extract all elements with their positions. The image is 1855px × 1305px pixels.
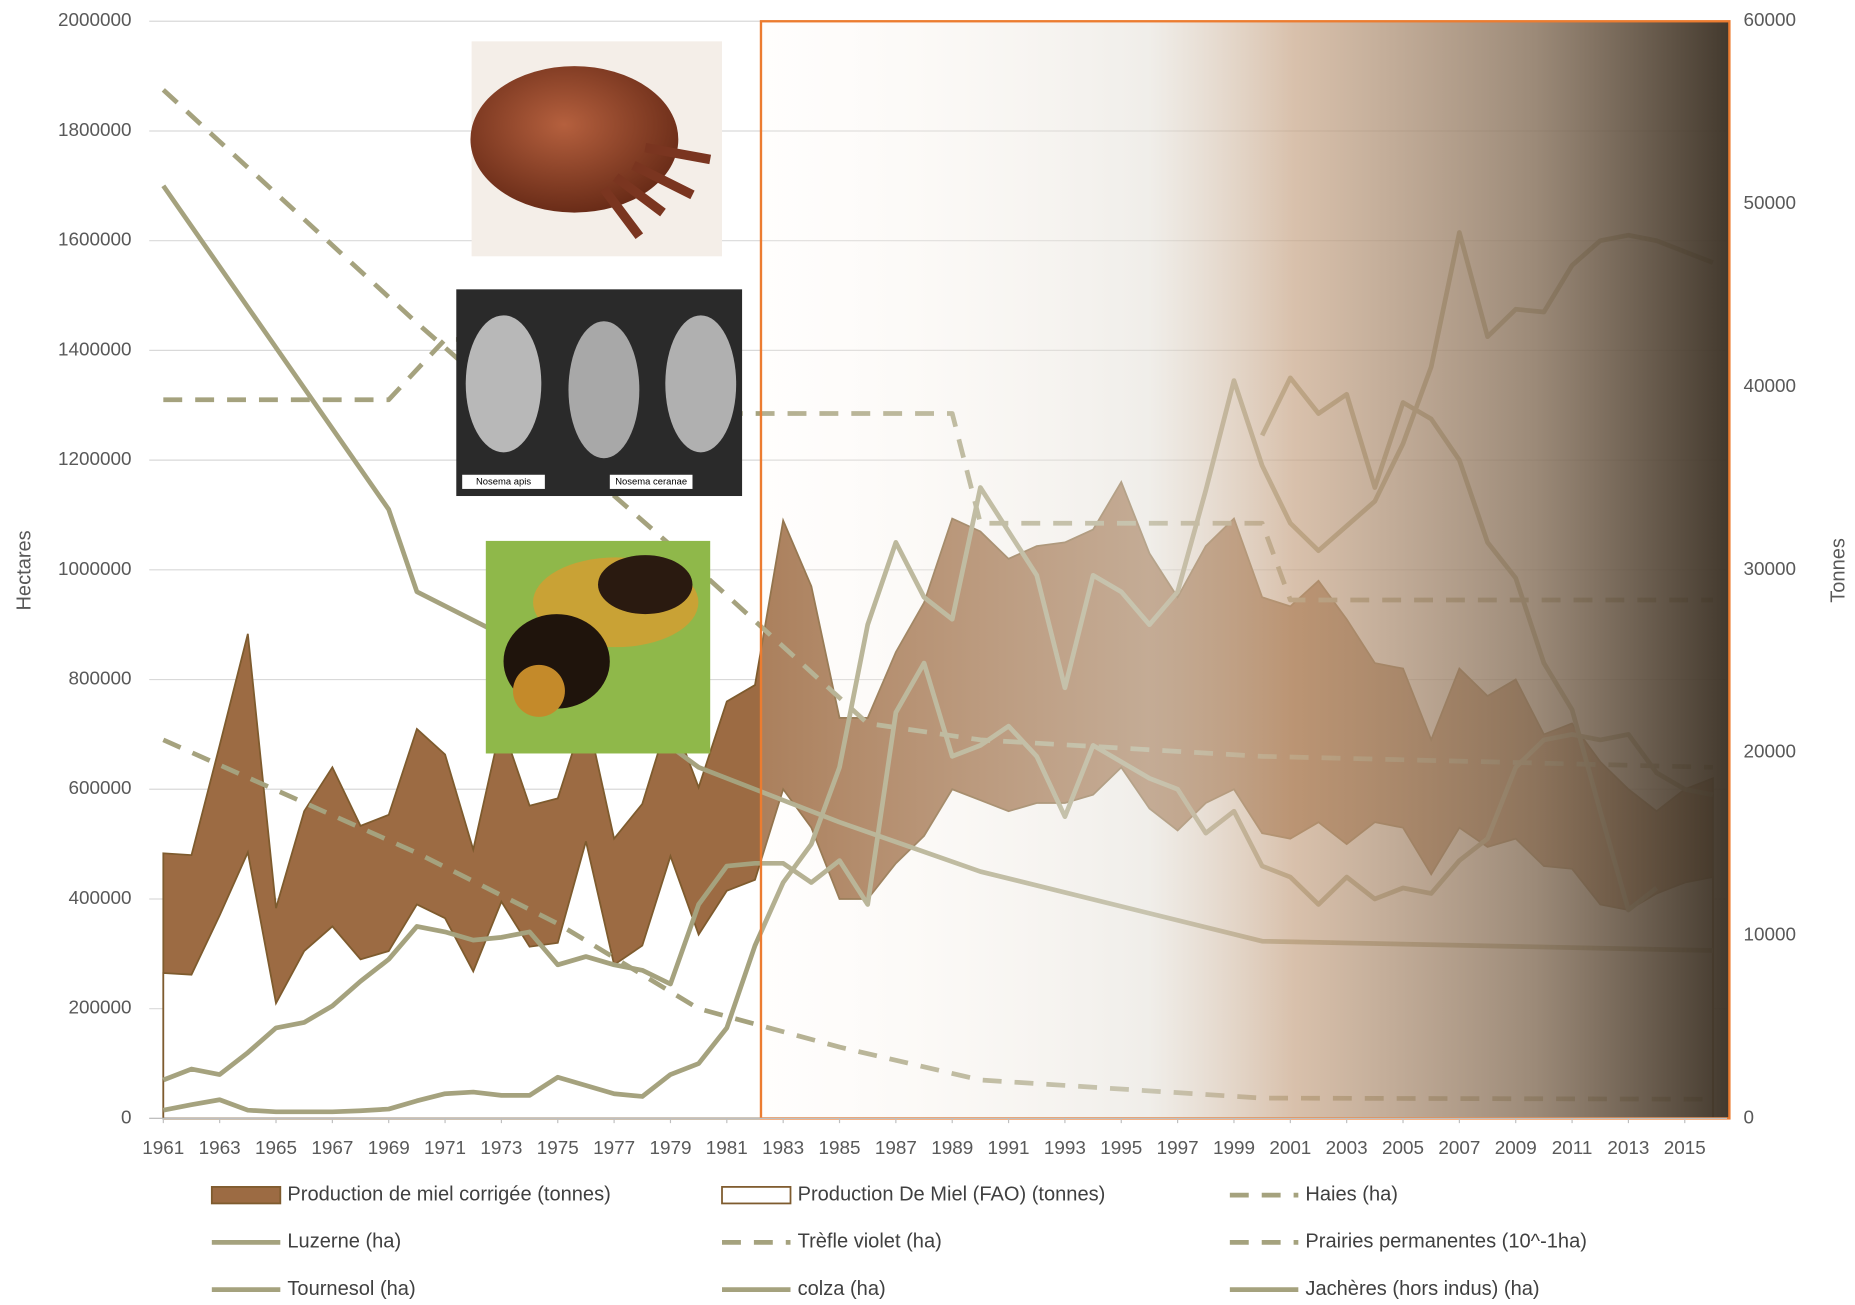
- x-tick-label: 1961: [142, 1138, 184, 1159]
- axes: Hectares Tonnes 020000040000060000080000…: [14, 10, 1850, 1159]
- x-tick-label: 1981: [706, 1138, 748, 1159]
- x-tick-label: 2007: [1438, 1138, 1480, 1159]
- line: [163, 337, 1713, 603]
- x-tick-label: 1993: [1044, 1138, 1086, 1159]
- x-tick-label: 1973: [480, 1138, 522, 1159]
- y2-tick-label: 50000: [1744, 193, 1796, 214]
- nosema-photo: Nosema apis Nosema ceranae: [456, 289, 743, 497]
- photo-caption: Nosema ceranae: [615, 476, 687, 487]
- photo-caption: Nosema apis: [476, 476, 531, 487]
- x-tick-label: 1997: [1157, 1138, 1199, 1159]
- varroa-photo: [470, 41, 723, 257]
- legend-label: colza (ha): [798, 1278, 886, 1300]
- y-tick-label: 800000: [69, 669, 132, 690]
- y2-axis-title: Tonnes: [1828, 538, 1850, 603]
- y-tick-label: 1000000: [58, 559, 131, 580]
- y2-tick-label: 30000: [1744, 559, 1796, 580]
- x-tick-label: 1987: [875, 1138, 917, 1159]
- x-tick-label: 1995: [1100, 1138, 1142, 1159]
- x-tick-label: 1969: [368, 1138, 410, 1159]
- legend-label: Haies (ha): [1305, 1183, 1398, 1205]
- hornet-photo: [485, 540, 711, 754]
- y-tick-label: 1200000: [58, 449, 131, 470]
- x-tick-label: 2005: [1382, 1138, 1424, 1159]
- x-tick-label: 1999: [1213, 1138, 1255, 1159]
- photos: Nosema apis Nosema ceranae: [456, 41, 743, 754]
- x-tick-label: 2011: [1552, 1138, 1593, 1159]
- legend-label: Production de miel corrigée (tonnes): [287, 1183, 610, 1205]
- y2-tick-label: 20000: [1744, 742, 1796, 763]
- y-tick-label: 1600000: [58, 230, 131, 251]
- legend-swatch: [210, 1186, 282, 1205]
- x-tick-label: 1979: [649, 1138, 691, 1159]
- x-tick-label: 1965: [255, 1138, 297, 1159]
- legend-label: Production De Miel (FAO) (tonnes): [798, 1183, 1106, 1205]
- x-tick-label: 1989: [931, 1138, 973, 1159]
- highlight-period: [759, 20, 1731, 1120]
- y-tick-label: 200000: [69, 998, 132, 1019]
- legend-label: Luzerne (ha): [287, 1231, 401, 1253]
- y-tick-label: 2000000: [58, 10, 131, 31]
- y-tick-label: 0: [121, 1107, 132, 1128]
- y2-tick-label: 10000: [1744, 925, 1796, 946]
- y2-tick-label: 40000: [1744, 376, 1796, 397]
- x-tick-label: 1983: [762, 1138, 804, 1159]
- x-tick-label: 2003: [1326, 1138, 1368, 1159]
- y-tick-label: 400000: [69, 888, 132, 909]
- y-tick-label: 1400000: [58, 339, 131, 360]
- x-tick-label: 2009: [1495, 1138, 1537, 1159]
- x-tick-label: 1963: [199, 1138, 241, 1159]
- x-tick-label: 1977: [593, 1138, 635, 1159]
- y2-tick-label: 60000: [1744, 10, 1796, 31]
- legend-label: Trèfle violet (ha): [798, 1231, 942, 1253]
- legend-label: Jachères (hors indus) (ha): [1305, 1278, 1539, 1300]
- x-tick-label: 2013: [1607, 1138, 1649, 1159]
- y-axis-title: Hectares: [14, 530, 36, 610]
- y-tick-label: 600000: [69, 778, 132, 799]
- x-tick-label: 1975: [537, 1138, 579, 1159]
- y2-tick-label: 0: [1744, 1107, 1754, 1128]
- legend-label: Tournesol (ha): [287, 1278, 415, 1300]
- legend-swatch: [721, 1186, 792, 1205]
- x-tick-label: 2001: [1269, 1138, 1311, 1159]
- legend-label: Prairies permanentes (10^-1ha): [1305, 1231, 1587, 1253]
- legend: Production de miel corrigée (tonnes) Prod…: [210, 1183, 1587, 1300]
- x-tick-label: 1967: [311, 1138, 353, 1159]
- y-tick-label: 1800000: [58, 120, 131, 141]
- x-tick-label: 1985: [819, 1138, 861, 1159]
- x-tick-label: 2015: [1664, 1138, 1706, 1159]
- x-tick-label: 1991: [988, 1138, 1030, 1159]
- x-tick-label: 1971: [424, 1138, 466, 1159]
